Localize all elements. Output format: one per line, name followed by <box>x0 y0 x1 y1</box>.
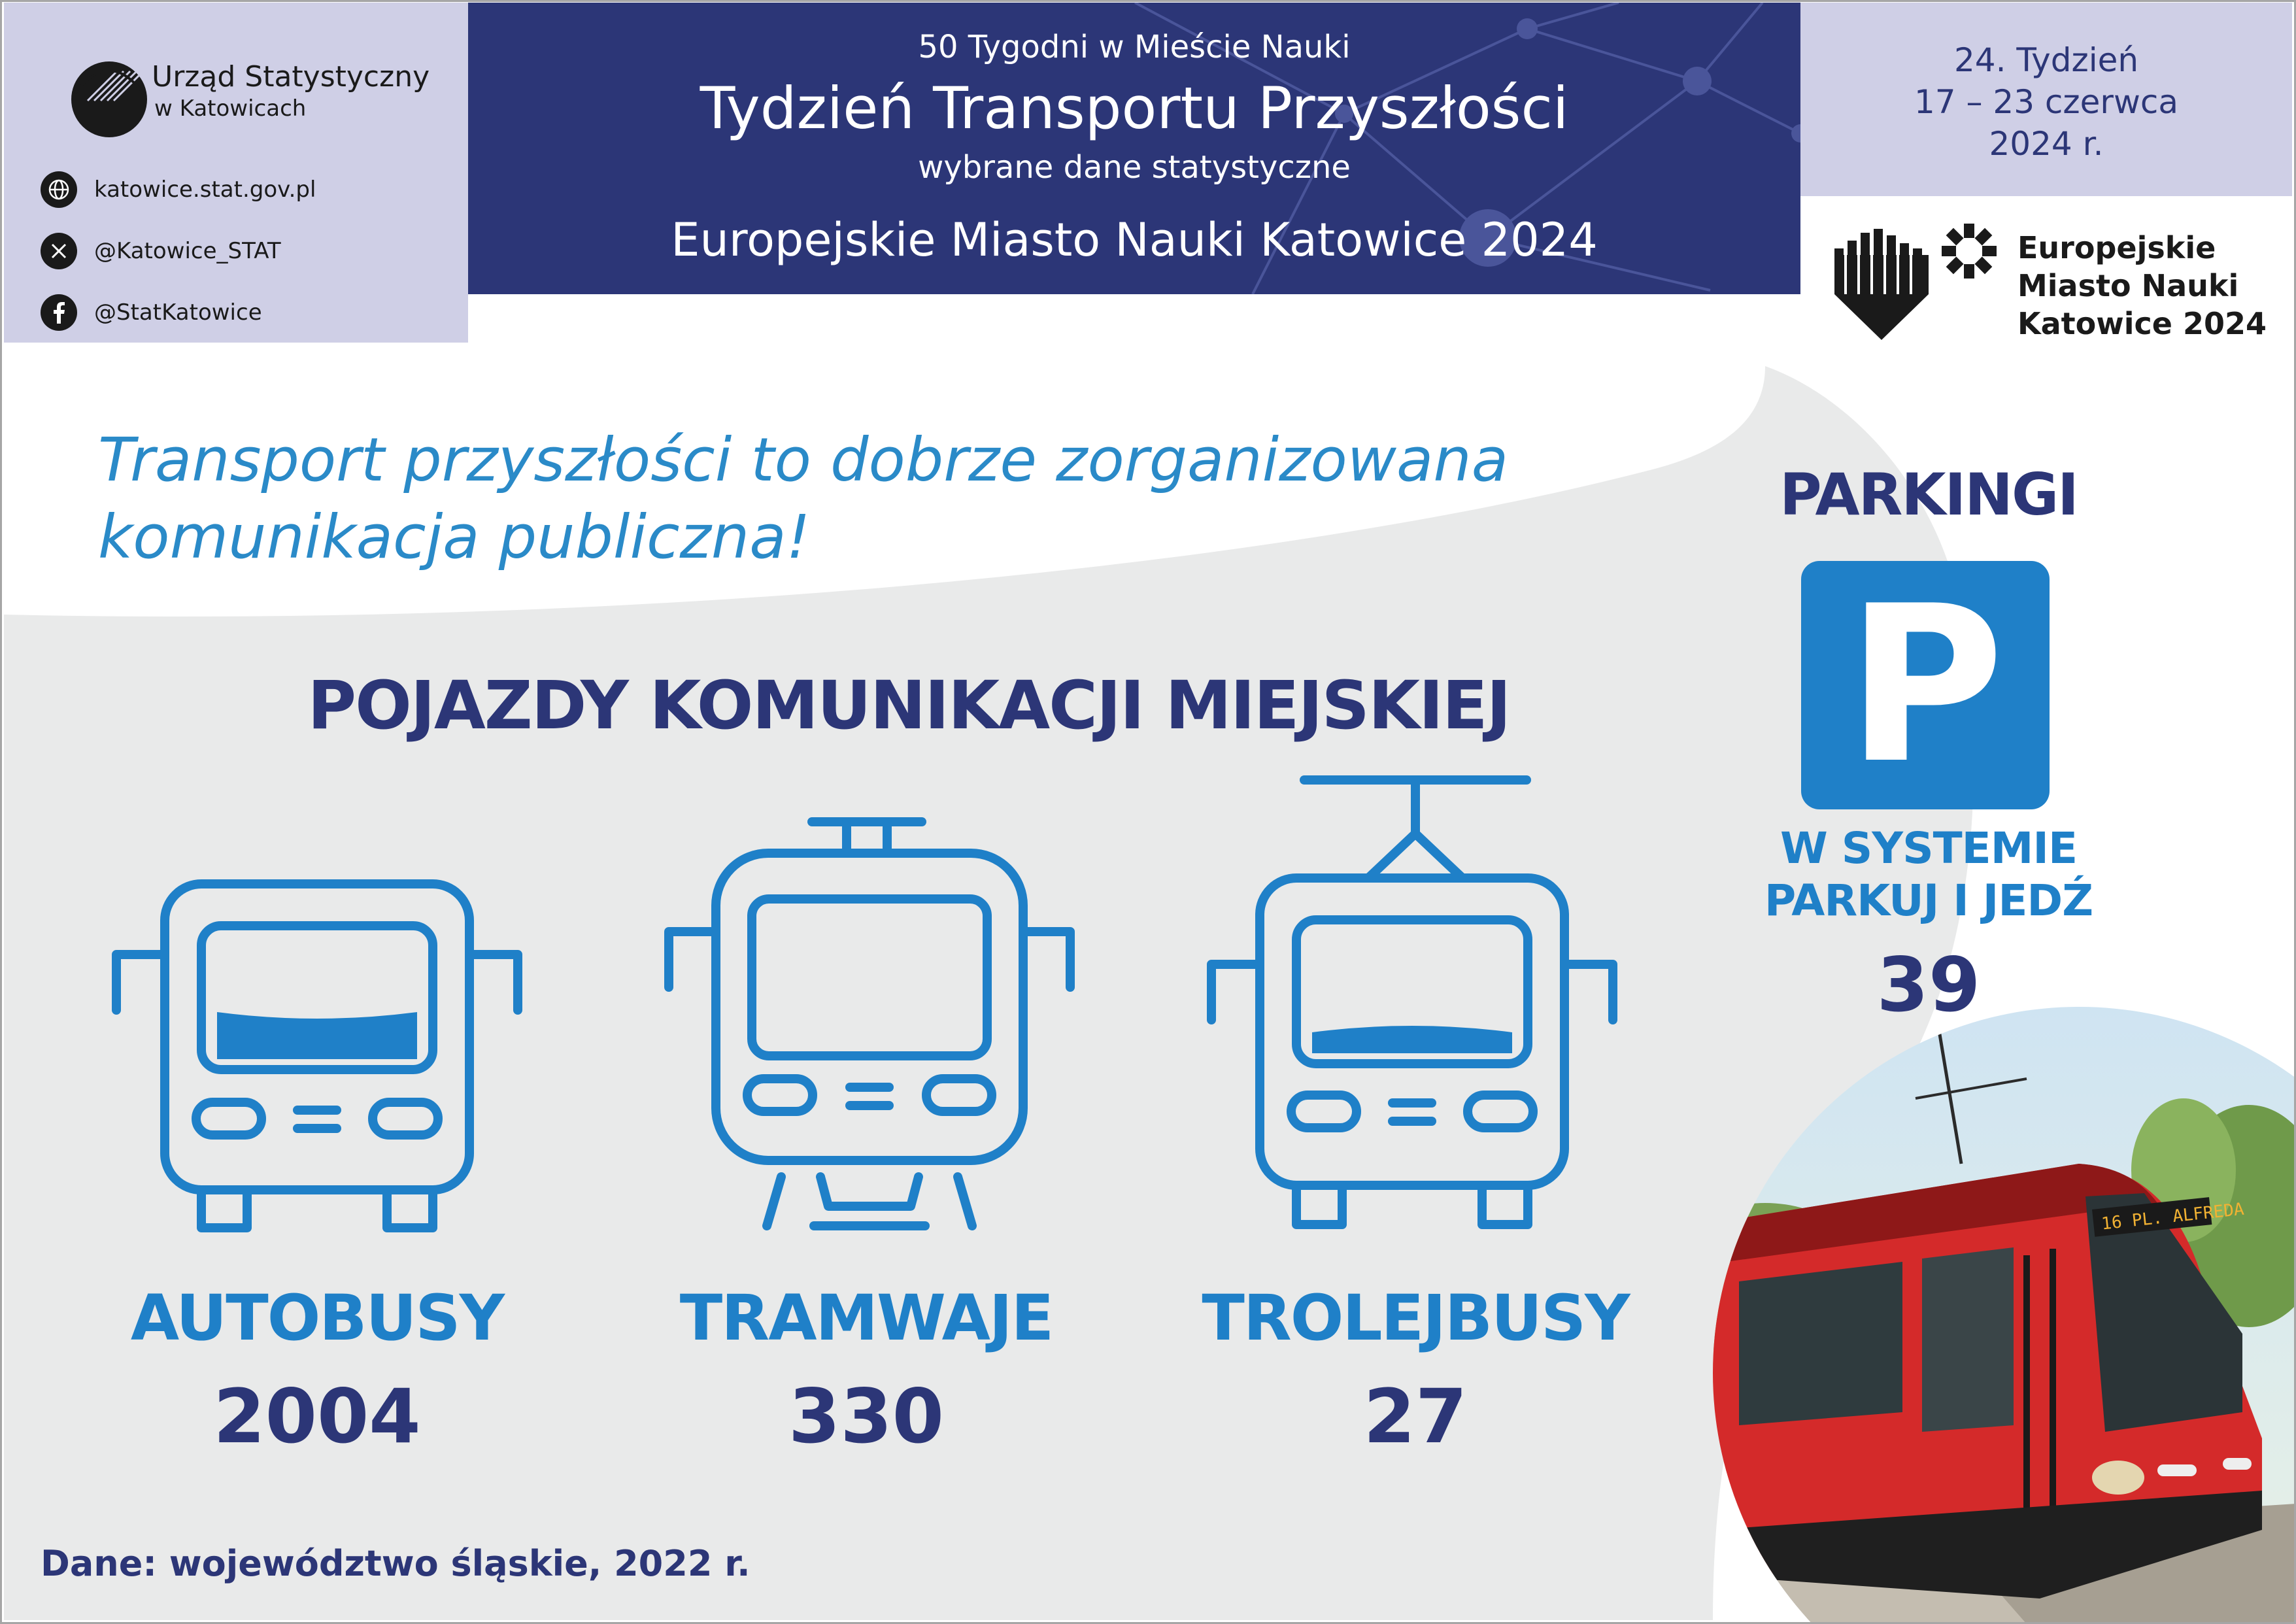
trolleybus-value: 27 <box>1363 1373 1468 1460</box>
contact-x-text: @Katowice_STAT <box>94 238 281 264</box>
slogan: Transport przyszłości to dobrze zorganiz… <box>98 422 1602 576</box>
parking-sign-icon: P <box>1801 561 2050 809</box>
bus-value: 2004 <box>213 1373 421 1460</box>
data-source: Dane: województwo śląskie, 2022 r. <box>41 1543 751 1584</box>
parking-subtitle-line2: PARKUJ I JEDŹ <box>1764 875 2093 926</box>
emn-logo-line3: Katowice 2024 <box>2017 306 2267 341</box>
contact-facebook-text: @StatKatowice <box>94 299 262 326</box>
institution-location: w Katowicach <box>154 95 307 122</box>
emn-logo-line2: Miasto Nauki <box>2017 268 2239 303</box>
bus-label: AUTOBUSY <box>130 1281 505 1355</box>
x-icon <box>41 233 77 269</box>
emn-logo-line1: Europejskie <box>2017 230 2216 265</box>
tram-label: TRAMWAJE <box>679 1281 1054 1355</box>
trolleybus-label: TROLEJBUSY <box>1202 1281 1630 1355</box>
week-number: 24. Tydzień <box>1953 41 2139 79</box>
week-panel: 24. Tydzień 17 – 23 czerwca 2024 r. <box>1800 3 2292 196</box>
tram-icon <box>664 817 1075 1230</box>
header-banner: 50 Tygodni w Mieście Nauki Tydzień Trans… <box>468 3 1800 294</box>
contact-website-text: katowice.stat.gov.pl <box>94 177 316 203</box>
star-burst-icon <box>1942 224 1997 279</box>
parking-subtitle-line1: W SYSTEMIE <box>1780 823 2078 873</box>
contact-x[interactable]: @Katowice_STAT <box>41 233 281 269</box>
facebook-icon <box>41 294 77 331</box>
institution-name: Urząd Statystyczny <box>152 60 430 93</box>
vehicles-title: POJAZDY KOMUNIKACJI MIEJSKIEJ <box>307 667 1511 745</box>
header-event: Europejskie Miasto Nauki Katowice 2024 <box>671 213 1598 267</box>
network-pattern <box>1134 3 1800 294</box>
trolleybus-icon <box>1207 775 1617 1229</box>
week-year: 2024 r. <box>1989 125 2104 163</box>
parking-subtitle: W SYSTEMIE PARKUJ I JEDŹ <box>1726 822 2131 927</box>
header-title: Tydzień Transportu Przyszłości <box>700 75 1569 142</box>
heart-buildings-icon <box>1834 229 1929 340</box>
week-dates: 17 – 23 czerwca <box>1914 83 2178 121</box>
parking-title: PARKINGI <box>1780 461 2079 528</box>
institution-logo-icon <box>71 61 147 137</box>
emn-logo: Europejskie Miasto Nauki Katowice 2024 <box>1831 216 2275 347</box>
bus-icon <box>112 879 522 1232</box>
globe-icon <box>41 171 77 208</box>
parking-sign-letter: P <box>1846 560 2004 811</box>
header-subtitle: wybrane dane statystyczne <box>918 149 1351 186</box>
institution-panel: Urząd Statystyczny w Katowicach katowice… <box>4 3 468 343</box>
tram-photo: 16 PL. ALFREDA <box>1713 1007 2296 1624</box>
tram-value: 330 <box>788 1373 944 1460</box>
header-series: 50 Tygodni w Mieście Nauki <box>918 29 1351 65</box>
parking-value: 39 <box>1876 941 1981 1028</box>
contact-website[interactable]: katowice.stat.gov.pl <box>41 171 316 208</box>
contact-facebook[interactable]: @StatKatowice <box>41 294 262 331</box>
slogan-line2: komunikacja publiczna! <box>98 502 811 572</box>
slogan-line1: Transport przyszłości to dobrze zorganiz… <box>98 425 1509 495</box>
